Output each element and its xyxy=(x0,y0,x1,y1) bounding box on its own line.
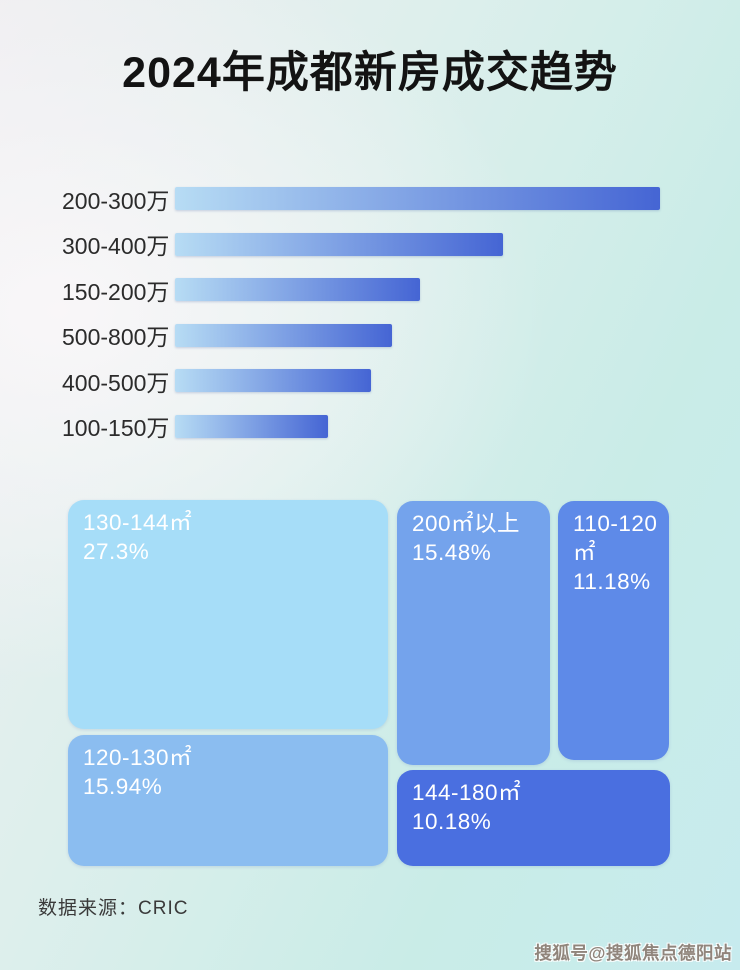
treemap-block-label: 110-120㎡ xyxy=(573,511,658,565)
treemap-block-label: 144-180㎡ xyxy=(412,780,522,805)
bar-label: 400-500万 xyxy=(62,369,170,396)
treemap-block-value: 15.48% xyxy=(412,539,492,565)
bar-row: 300-400万 xyxy=(62,222,682,268)
bar-label: 150-200万 xyxy=(62,278,170,305)
bar-label: 100-150万 xyxy=(62,415,170,442)
treemap-block: 200㎡以上 15.48% xyxy=(397,501,550,765)
treemap-block-label: 200㎡以上 xyxy=(412,511,521,536)
bar-label: 300-400万 xyxy=(62,233,170,260)
bar-label: 200-300万 xyxy=(62,187,170,214)
bar xyxy=(175,232,503,256)
bar xyxy=(175,369,371,393)
bar xyxy=(175,187,660,211)
treemap-block-value: 11.18% xyxy=(573,568,651,594)
bar xyxy=(175,278,420,302)
treemap-block: 144-180㎡ 10.18% xyxy=(397,770,670,866)
treemap-block: 130-144㎡ 27.3% xyxy=(68,500,388,729)
bar-row: 150-200万 xyxy=(62,267,682,313)
treemap-block-label: 120-130㎡ xyxy=(83,745,193,770)
bar-row: 400-500万 xyxy=(62,358,682,404)
page-title: 2024年成都新房成交趋势 xyxy=(122,49,618,97)
treemap-block-value: 10.18% xyxy=(412,808,492,834)
treemap-block: 110-120㎡ 11.18% xyxy=(558,501,669,760)
watermark: 搜狐号@搜狐焦点德阳站 xyxy=(534,943,732,963)
bar-row: 100-150万 xyxy=(62,404,682,450)
source-note: 数据来源：CRIC xyxy=(38,898,189,919)
bar-chart: 200-300万 300-400万 150-200万 500-800万 400-500万… xyxy=(62,176,682,449)
bar-row: 200-300万 xyxy=(62,176,682,222)
bar xyxy=(175,323,392,347)
treemap-block: 120-130㎡ 15.94% xyxy=(68,735,388,866)
bar-row: 500-800万 xyxy=(62,313,682,359)
bar-label: 500-800万 xyxy=(62,324,170,351)
treemap-block-value: 15.94% xyxy=(83,773,163,799)
treemap-block-label: 130-144㎡ xyxy=(83,510,193,535)
bar xyxy=(175,414,328,438)
treemap-block-value: 27.3% xyxy=(83,538,150,564)
